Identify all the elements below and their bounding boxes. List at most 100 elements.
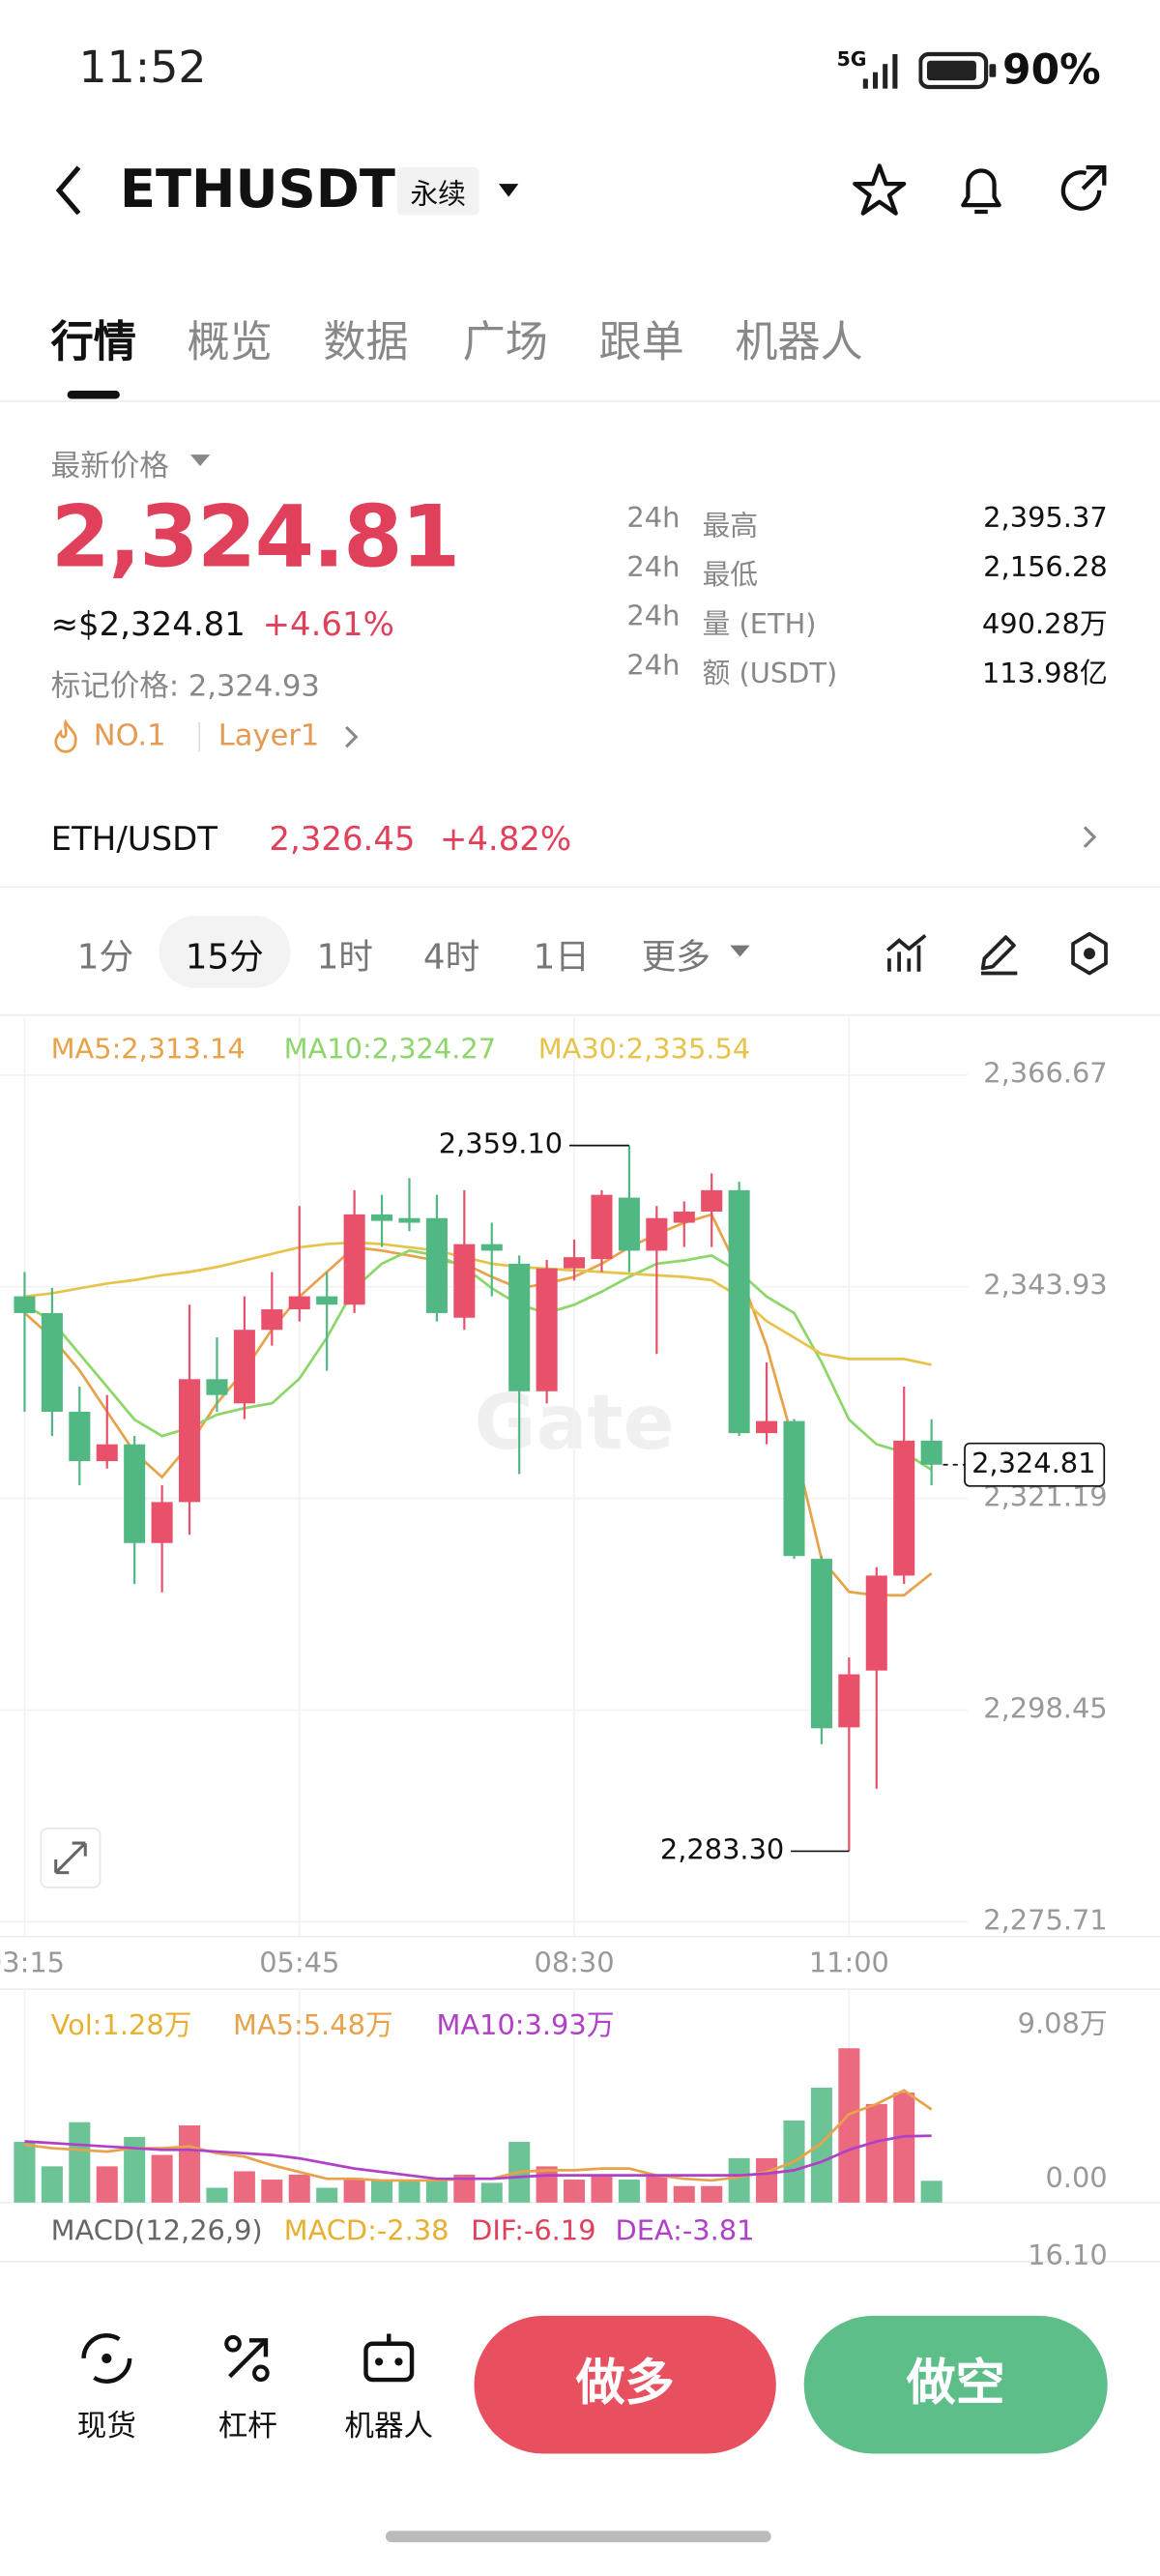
candle-body: [288, 1296, 310, 1310]
candle-body: [508, 1263, 531, 1391]
rank-tag[interactable]: NO.1: [93, 718, 166, 754]
tab[interactable]: 数据: [323, 318, 409, 368]
fire-icon: [54, 718, 77, 753]
candle-body: [179, 1379, 201, 1503]
network: 5G: [836, 47, 867, 71]
spot-icon[interactable]: [75, 2327, 137, 2389]
tab-indicator: [67, 390, 120, 399]
chart: Gate2,366.672,343.932,321.192,298.452,27…: [0, 1017, 1160, 2265]
approx-price: ≈$2,324.81: [50, 603, 246, 644]
settings-icon[interactable]: [1065, 929, 1115, 979]
volume-bar: [673, 2185, 695, 2203]
dropdown-icon[interactable]: [496, 181, 522, 200]
nav-label[interactable]: 现货: [76, 2409, 136, 2444]
interval[interactable]: 1日: [533, 937, 590, 977]
volume-bar: [756, 2157, 778, 2203]
interval[interactable]: 1时: [316, 937, 373, 977]
candle-body: [425, 1217, 448, 1313]
stat-value: 490.28万: [981, 608, 1108, 642]
tab[interactable]: 概览: [187, 318, 273, 368]
stat-label: 最高: [702, 510, 759, 543]
back-button[interactable]: [49, 161, 89, 220]
stat-period: 24h: [626, 551, 681, 585]
candle-body: [480, 1244, 503, 1251]
divider: [0, 886, 1160, 889]
candle-body: [783, 1420, 805, 1557]
stat-label: 最低: [702, 559, 759, 593]
candle-body: [343, 1214, 365, 1305]
macd-label: DIF:-6.19: [471, 2213, 595, 2246]
candle-body: [893, 1440, 915, 1576]
indicator-icon[interactable]: [883, 929, 932, 979]
nav-label[interactable]: 杠杆: [218, 2409, 277, 2444]
bot-icon[interactable]: [358, 2327, 420, 2389]
tab[interactable]: 行情: [50, 318, 136, 368]
alert-icon[interactable]: [951, 161, 1010, 220]
margin-icon[interactable]: [217, 2327, 278, 2389]
mark-price: 标记价格: 2,324.93: [50, 669, 320, 705]
chevron: [345, 725, 359, 748]
status-time: 11:52: [78, 43, 207, 94]
volume-bar: [838, 2048, 860, 2203]
battery: 90%: [1002, 45, 1101, 94]
candle-body: [206, 1379, 228, 1395]
volume-bar: [564, 2180, 586, 2203]
candle-body: [536, 1268, 558, 1391]
volume-bar: [206, 2187, 228, 2203]
candle-body: [261, 1309, 283, 1331]
ma-line: [24, 1241, 932, 1366]
chevron[interactable]: [1080, 822, 1099, 852]
interval[interactable]: 更多: [641, 937, 710, 977]
tab[interactable]: 广场: [462, 318, 548, 368]
macd-label: MACD:-2.38: [284, 2213, 450, 2246]
short-button[interactable]: 做空: [803, 2315, 1108, 2454]
interval[interactable]: 4时: [422, 937, 480, 977]
long-button[interactable]: 做多: [474, 2315, 776, 2454]
draw-icon[interactable]: [974, 929, 1024, 979]
macd-axis-label: 16.10: [1028, 2239, 1108, 2265]
stat-period: 24h: [626, 650, 681, 684]
volume-bar: [343, 2180, 365, 2203]
signal-icon: [862, 54, 898, 89]
tab[interactable]: 跟单: [598, 318, 684, 368]
volume-bar: [398, 2180, 420, 2203]
macd-label: MACD(12,26,9): [51, 2213, 263, 2246]
dropdown-icon[interactable]: [729, 944, 752, 960]
candle-body: [728, 1189, 750, 1434]
candle-body: [41, 1312, 63, 1412]
home-indicator: [385, 2531, 771, 2543]
y-tick-label: 2,275.71: [983, 1904, 1107, 1937]
last-price-label: 2,324.81: [972, 1447, 1095, 1479]
interval[interactable]: 15分: [185, 937, 264, 977]
nav-label[interactable]: 机器人: [344, 2409, 434, 2444]
y-tick-label: 0.00: [1045, 2161, 1107, 2194]
volume-bar: [179, 2125, 201, 2203]
spot-change: +4.82%: [439, 818, 572, 859]
battery-icon: [918, 51, 997, 90]
spot-price: 2,326.45: [269, 818, 416, 859]
interval[interactable]: 1分: [76, 937, 134, 977]
spot-pair[interactable]: ETH/USDT: [50, 818, 218, 859]
separator: [198, 721, 201, 752]
sector-tag[interactable]: Layer1: [218, 718, 320, 754]
candle-body: [865, 1575, 887, 1671]
candle-body: [69, 1411, 91, 1462]
candle-body: [371, 1214, 393, 1221]
volume-bar: [288, 2174, 310, 2203]
ma-line: [23, 1213, 933, 1597]
candle-body: [151, 1502, 173, 1543]
volume-bar: [480, 2182, 503, 2203]
y-tick-label: 2,298.45: [983, 1692, 1107, 1725]
price-label: 最新价格: [50, 450, 169, 484]
share-icon[interactable]: [1054, 161, 1113, 220]
dropdown-icon[interactable]: [188, 453, 212, 469]
favorite-icon[interactable]: [850, 161, 909, 220]
stat-label: 量 (ETH): [702, 608, 817, 642]
candle-body: [233, 1330, 255, 1404]
candle-body: [756, 1420, 778, 1434]
interval-highlight: [159, 916, 291, 988]
low-marker: 2,283.30: [660, 1832, 784, 1865]
ma-legend: MA5:2,313.14: [51, 1032, 246, 1065]
candle-body: [618, 1197, 640, 1251]
tab[interactable]: 机器人: [735, 318, 863, 368]
